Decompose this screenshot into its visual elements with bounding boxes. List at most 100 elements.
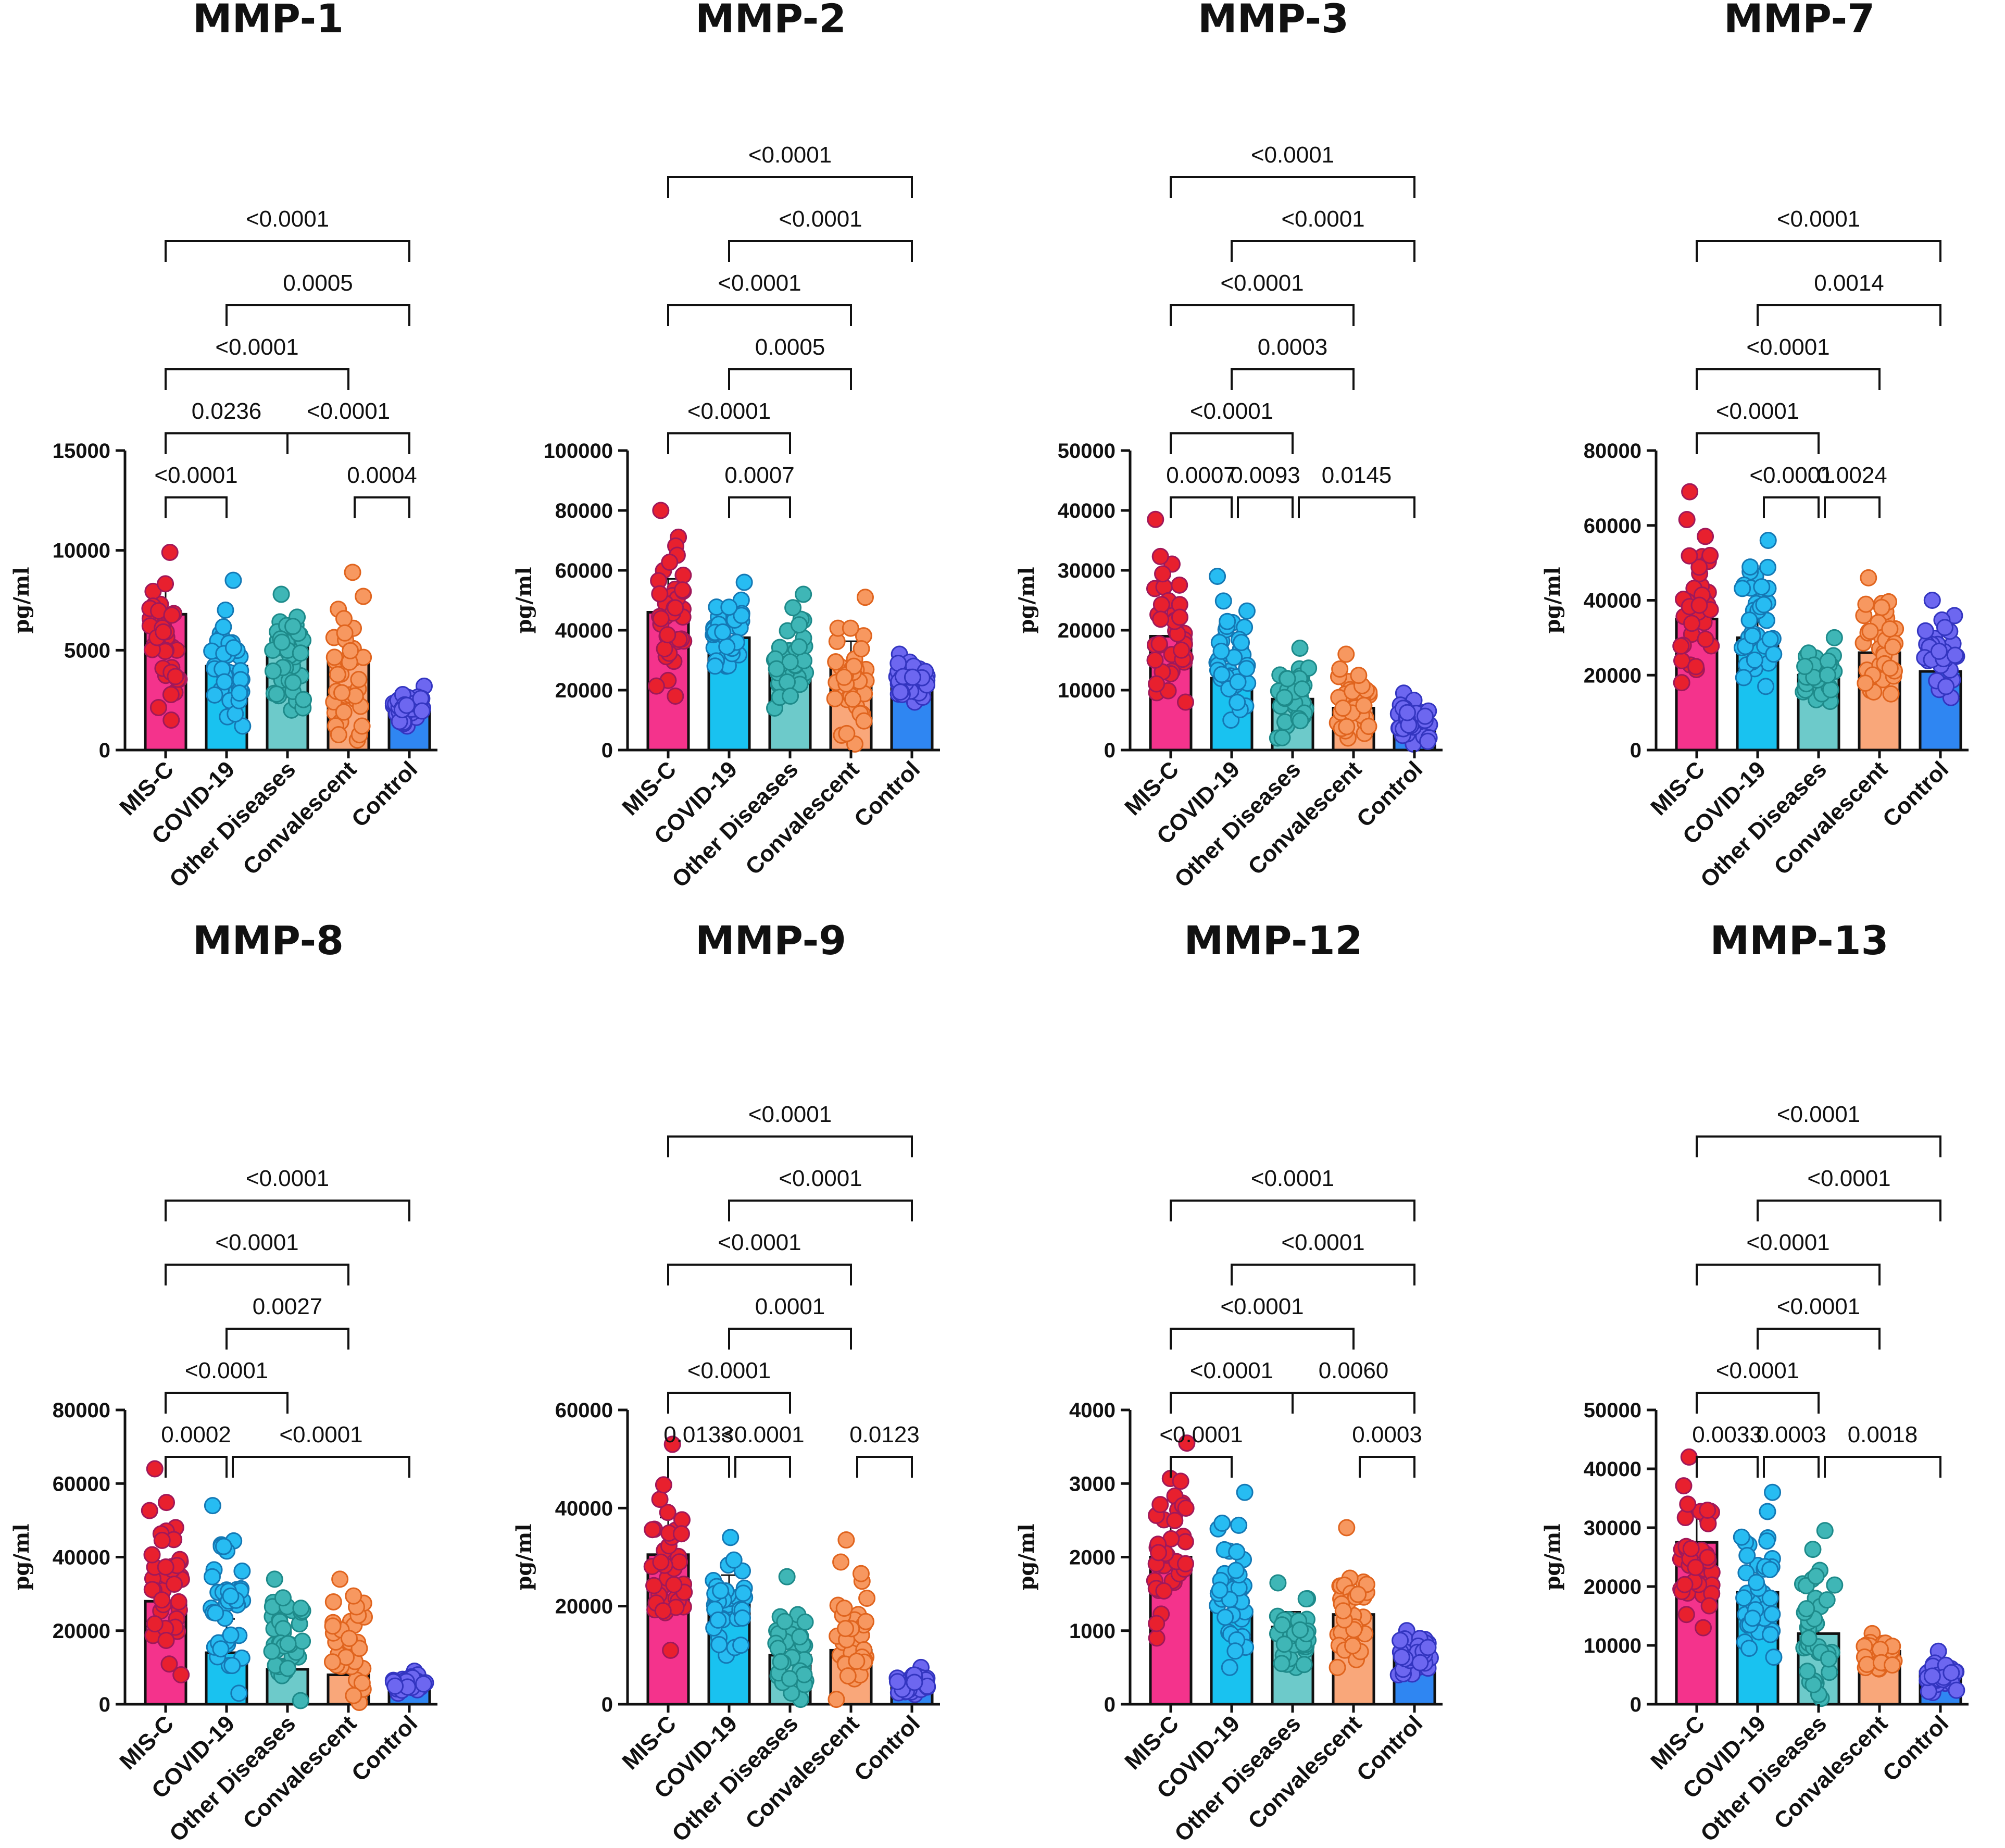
data-point [1151,1496,1169,1514]
data-point [791,616,808,634]
category-label: Control [347,756,422,832]
data-point [1338,718,1356,735]
data-point [848,1652,866,1670]
data-point [1177,1555,1195,1572]
data-point [233,1562,251,1580]
data-point [1349,1585,1367,1603]
y-tick-label: 0 [99,1693,110,1716]
chart-title: MMP-8 [193,917,344,964]
data-point [1329,1658,1346,1676]
data-point [355,588,372,605]
p-value-label: 0.0024 [1817,463,1887,488]
data-point [333,684,351,702]
data-point [665,1576,683,1594]
category-label: Control [1878,756,1953,832]
data-point [1411,1654,1429,1671]
data-point [1217,1608,1234,1626]
data-point [1171,576,1188,594]
p-value-label: <0.0001 [246,206,329,232]
data-point [1221,1658,1238,1676]
data-point [852,1565,870,1582]
y-tick-label: 40000 [555,619,613,642]
data-point [1807,1567,1825,1585]
y-tick-label: 0 [602,739,613,762]
data-point [292,1600,310,1617]
data-point [857,1613,875,1630]
p-value-label: <0.0001 [1749,463,1833,488]
data-point [1857,675,1874,692]
data-point [216,673,233,691]
data-point [1695,1619,1712,1637]
data-point [1279,670,1296,688]
data-point [720,598,738,616]
significance-bracket [667,304,852,326]
y-tick-label: 60000 [555,1399,613,1422]
data-point [157,575,174,593]
p-value-label: <0.0001 [1746,1230,1829,1255]
significance-bracket [1231,368,1355,390]
p-value-label: 0.0027 [253,1294,323,1319]
data-point [215,618,232,636]
p-value-label: <0.0001 [185,1358,268,1383]
p-value-label: <0.0001 [718,270,801,296]
y-tick-label: 3000 [1069,1472,1116,1495]
data-point [1676,1576,1694,1593]
data-point [350,671,368,689]
data-point [146,1460,164,1478]
data-point [1733,1528,1750,1546]
significance-bracket [1170,1456,1233,1478]
data-point [659,626,676,644]
data-point [651,1491,669,1508]
significance-bracket [1696,1392,1820,1414]
data-point [1172,1472,1189,1490]
y-tick-label: 30000 [1058,559,1116,582]
data-point [1295,1656,1313,1674]
significance-bracket [354,496,410,518]
data-point [1757,678,1775,695]
data-point [1211,1581,1229,1599]
p-value-label: 0.0133 [663,1422,734,1447]
data-point [266,1570,283,1588]
significance-bracket [1824,496,1881,518]
data-point [1151,547,1169,565]
y-tick-label: 60000 [1584,515,1641,538]
p-value-label: <0.0001 [215,1230,298,1255]
data-point [1360,718,1377,735]
data-point [1146,651,1164,669]
p-value-label: <0.0001 [1251,1166,1334,1191]
p-value-label: <0.0001 [1281,1230,1364,1255]
data-point [1735,1589,1753,1607]
significance-bracket [728,368,852,390]
y-tick-label: 40000 [1058,500,1116,522]
data-point [1154,565,1172,583]
chart-title: MMP-1 [193,0,344,42]
data-point [1398,704,1416,721]
p-value-label: <0.0001 [1251,142,1334,168]
y-tick-label: 2000 [1069,1546,1116,1569]
significance-bracket [1696,368,1881,390]
data-point [292,1692,309,1709]
data-point [1672,637,1690,655]
data-point [161,544,179,561]
significance-bracket [165,432,289,454]
y-tick-label: 10000 [53,540,110,563]
p-value-label: <0.0001 [687,1358,771,1383]
data-point [844,690,861,708]
data-point [279,1635,297,1653]
data-point [714,623,732,641]
category-label: Control [347,1710,422,1786]
p-value-label: <0.0001 [1190,398,1273,424]
data-point [340,1630,358,1647]
y-tick-label: 0 [602,1693,613,1716]
data-point [1948,1681,1965,1699]
data-point [662,1641,680,1659]
y-tick-label: 100000 [544,440,613,463]
y-tick-label: 15000 [53,440,110,463]
data-point [1291,640,1309,657]
data-point [1697,630,1714,648]
data-point [157,1558,174,1576]
p-value-label: 0.0002 [161,1422,231,1447]
data-point [906,1674,923,1691]
data-point [1746,651,1763,669]
data-point [1273,1616,1291,1634]
